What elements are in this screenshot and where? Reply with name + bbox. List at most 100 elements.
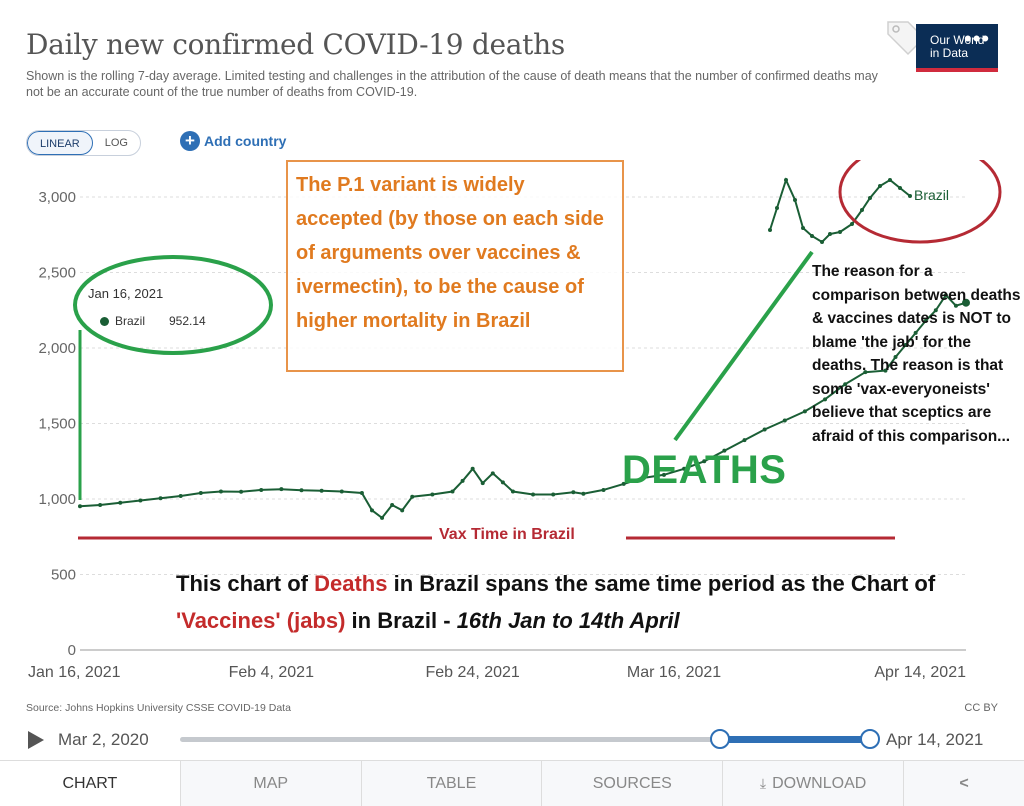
data-point bbox=[661, 472, 666, 477]
tooltip-value: 952.14 bbox=[169, 314, 206, 328]
tab-map[interactable]: MAP bbox=[180, 761, 362, 806]
play-icon[interactable] bbox=[28, 731, 44, 749]
scale-toggle[interactable]: LINEAR LOG bbox=[26, 130, 141, 156]
tooltip-row: Brazil 952.14 bbox=[100, 314, 206, 328]
y-tick-label: 1,000 bbox=[38, 491, 76, 508]
deaths-pointer-line bbox=[673, 250, 814, 442]
data-point bbox=[850, 222, 854, 226]
timeline-start-handle[interactable] bbox=[709, 729, 730, 749]
source-note: Source: Johns Hopkins University CSSE CO… bbox=[26, 702, 291, 714]
data-point bbox=[742, 438, 747, 443]
data-point bbox=[823, 397, 828, 402]
data-point bbox=[893, 355, 898, 360]
caption-dates: 16th Jan to 14th April bbox=[456, 608, 680, 633]
chart-plot: 0 500 1,000 1,500 2,000 2,500 3,000 Jan 16, 202… bbox=[28, 160, 1002, 681]
data-point bbox=[339, 489, 344, 494]
tooltip-highlight-ring bbox=[73, 255, 273, 355]
y-tick-label: 2,000 bbox=[38, 340, 76, 357]
x-tick-label: Mar 16, 2021 bbox=[627, 664, 721, 681]
comparison-note: The reason for a comparison between deat… bbox=[812, 263, 1021, 445]
x-tick-label: Jan 16, 2021 bbox=[28, 664, 121, 681]
data-point bbox=[369, 508, 374, 513]
data-point bbox=[943, 293, 948, 298]
data-point bbox=[118, 500, 123, 505]
data-point bbox=[98, 503, 103, 508]
timeline-end-handle[interactable] bbox=[860, 729, 880, 749]
data-point bbox=[933, 308, 938, 313]
logo-line-2: in Data bbox=[930, 46, 969, 60]
tab-share[interactable]: < bbox=[903, 761, 1024, 806]
end-point bbox=[962, 298, 970, 307]
data-point bbox=[775, 206, 779, 210]
data-point bbox=[78, 504, 82, 509]
data-point bbox=[953, 303, 958, 308]
tooltip-date: Jan 16, 2021 bbox=[88, 286, 164, 301]
data-point bbox=[460, 478, 465, 483]
data-point bbox=[279, 487, 284, 492]
data-point bbox=[319, 488, 324, 493]
y-tick-label: 3,000 bbox=[38, 189, 76, 206]
tab-chart[interactable]: CHART bbox=[0, 761, 181, 806]
data-point bbox=[802, 409, 807, 414]
log-button[interactable]: LOG bbox=[104, 137, 128, 149]
timeline-selection bbox=[719, 736, 870, 743]
data-point bbox=[239, 489, 244, 494]
data-point bbox=[793, 198, 797, 202]
chart-subtitle: Shown is the rolling 7-day average. Limi… bbox=[26, 69, 878, 99]
series-line-extension bbox=[769, 177, 911, 244]
data-point bbox=[820, 240, 824, 244]
data-point bbox=[868, 196, 872, 200]
data-point bbox=[470, 466, 475, 471]
variant-annotation: The P.1 variant is widely accepted (by t… bbox=[286, 160, 624, 372]
series-end-label: Brazil bbox=[914, 187, 949, 203]
data-point bbox=[768, 228, 772, 232]
more-dots-icon: ••• bbox=[964, 26, 991, 51]
data-point bbox=[410, 494, 415, 499]
caption-part-2: in Brazil spans the same time period as … bbox=[387, 571, 936, 596]
vax-time-label: Vax Time in Brazil bbox=[433, 526, 581, 544]
data-point bbox=[913, 330, 918, 335]
data-point bbox=[908, 194, 912, 198]
x-tick-label: Apr 14, 2021 bbox=[874, 664, 966, 681]
data-point bbox=[601, 487, 606, 492]
data-point bbox=[198, 490, 203, 495]
caption-part-3: in Brazil - bbox=[345, 608, 457, 633]
data-point bbox=[888, 178, 892, 182]
tab-label: CHART bbox=[62, 774, 118, 792]
data-point bbox=[682, 466, 687, 471]
data-point bbox=[621, 481, 626, 486]
data-point bbox=[450, 489, 455, 494]
deaths-annotation: DEATHS bbox=[622, 448, 787, 492]
tab-sources[interactable]: SOURCES bbox=[542, 761, 724, 806]
data-point bbox=[898, 186, 902, 190]
data-point bbox=[784, 178, 788, 182]
logo-accent-bar bbox=[916, 68, 998, 72]
data-point bbox=[359, 490, 364, 495]
data-point bbox=[138, 498, 143, 503]
data-point bbox=[702, 459, 707, 464]
data-point bbox=[838, 230, 842, 234]
data-point bbox=[883, 368, 888, 373]
data-point bbox=[801, 226, 805, 230]
tab-download[interactable]: ⤓ DOWNLOAD bbox=[723, 761, 904, 806]
data-point bbox=[810, 234, 814, 238]
license-link[interactable]: CC BY bbox=[964, 702, 998, 714]
data-point bbox=[510, 489, 515, 494]
timeline-track[interactable] bbox=[180, 737, 870, 742]
add-country-label: Add country bbox=[204, 133, 287, 149]
caption-part-1: This chart of bbox=[176, 571, 315, 596]
y-tick-label: 2,500 bbox=[38, 265, 76, 282]
data-point bbox=[158, 496, 163, 501]
caption-vaccines: 'Vaccines' (jabs) bbox=[176, 608, 346, 633]
data-point bbox=[551, 492, 556, 497]
data-point bbox=[863, 370, 868, 375]
timeline-start: Mar 2, 2020 bbox=[58, 730, 149, 749]
add-country-button[interactable]: + Add country bbox=[180, 131, 286, 151]
tab-table[interactable]: TABLE bbox=[361, 761, 543, 806]
timeline-end: Apr 14, 2021 bbox=[886, 730, 984, 749]
owid-logo[interactable]: Our World in Data bbox=[916, 24, 998, 72]
tab-label: DOWNLOAD bbox=[772, 774, 867, 792]
linear-button[interactable]: LINEAR bbox=[27, 131, 93, 155]
data-point bbox=[380, 515, 385, 520]
data-point bbox=[571, 490, 576, 495]
